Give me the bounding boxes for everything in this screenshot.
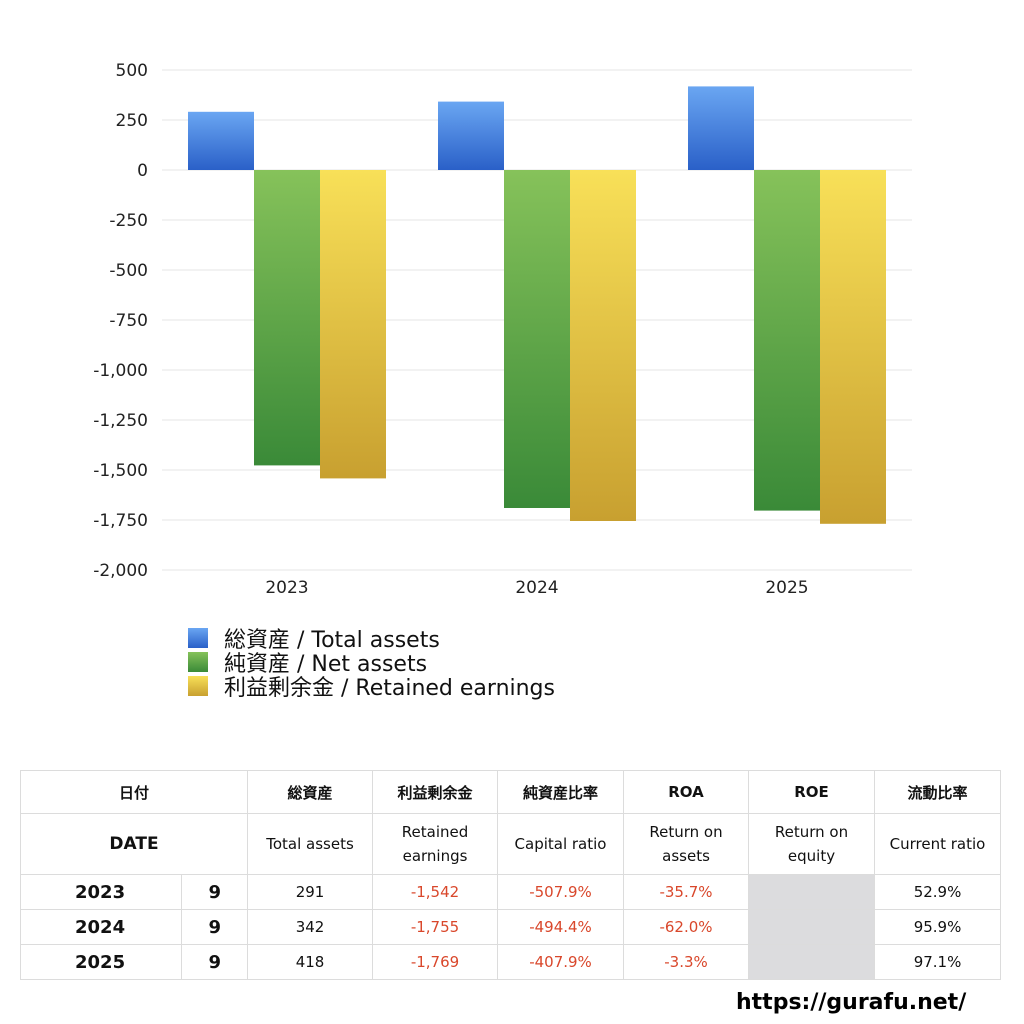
legend-label: 利益剰余金 / Retained earnings: [224, 676, 555, 701]
y-tick-label: -2,000: [93, 561, 148, 581]
cell-roe: [748, 944, 876, 980]
cell-total-assets: 418: [247, 944, 374, 980]
cell-total-assets: 342: [247, 909, 374, 945]
bar-chart: 500 250 0 -250 -500 -750 -1,000 -1,250 -1,500 -1,…: [93, 61, 912, 598]
cell-roa: -35.7%: [623, 874, 750, 910]
header-date-jp: 日付: [19, 770, 249, 814]
bar-total-assets-2023: [188, 111, 254, 170]
cell-total-assets: 291: [247, 874, 374, 910]
site-url[interactable]: https://gurafu.net/: [736, 990, 967, 1015]
header-retained-earnings-jp: 利益剰余金: [372, 770, 499, 814]
cell-month: 9: [180, 909, 249, 945]
cell-current-ratio: 95.9%: [874, 909, 1002, 945]
cell-retained-earnings: -1,755: [372, 909, 499, 945]
cell-roe: [748, 874, 876, 910]
table-row: 2023 9 291 -1,542 -507.9% -35.7% 52.9%: [20, 874, 1002, 910]
header-current-ratio-en: Current ratio: [874, 813, 1002, 875]
y-tick-label: -250: [109, 211, 148, 231]
header-retained-earnings-en: Retained earnings: [372, 813, 499, 875]
cell-month: 9: [180, 874, 249, 910]
legend-item-net-assets: 純資産 / Net assets: [188, 650, 555, 677]
cell-roe: [748, 909, 876, 945]
header-current-ratio-jp: 流動比率: [874, 770, 1002, 814]
header-capital-ratio-en: Capital ratio: [497, 813, 625, 875]
financial-table: 日付 総資産 利益剰余金 純資産比率 ROA ROE 流動比率 DATE Tot…: [19, 770, 1002, 980]
cell-month: 9: [180, 944, 249, 980]
legend: 総資産 / Total assets 純資産 / Net assets 利益剰余…: [188, 626, 555, 701]
cell-retained-earnings: -1,542: [372, 874, 499, 910]
bar-retained-earnings-2025: [820, 170, 886, 524]
header-roe-jp: ROE: [748, 770, 876, 814]
cell-year: 2023: [20, 874, 182, 910]
legend-swatch-green: [188, 652, 208, 672]
legend-item-total-assets: 総資産 / Total assets: [188, 626, 555, 653]
cell-roa: -62.0%: [623, 909, 750, 945]
header-total-assets-en: Total assets: [247, 813, 374, 875]
y-tick-label: 500: [116, 61, 148, 81]
y-tick-label: -500: [109, 261, 148, 281]
cell-retained-earnings: -1,769: [372, 944, 499, 980]
bar-net-assets-2023: [254, 170, 320, 466]
y-tick-label: 250: [116, 111, 148, 131]
y-tick-label: -1,500: [93, 461, 148, 481]
legend-label: 総資産 / Total assets: [224, 628, 440, 653]
x-tick-label: 2025: [765, 578, 808, 598]
legend-swatch-blue: [188, 628, 208, 648]
bar-total-assets-2024: [438, 101, 504, 170]
legend-swatch-yellow: [188, 676, 208, 696]
cell-current-ratio: 52.9%: [874, 874, 1002, 910]
table-header-jp: 日付 総資産 利益剰余金 純資産比率 ROA ROE 流動比率: [19, 770, 1002, 814]
table-row: 2025 9 418 -1,769 -407.9% -3.3% 97.1%: [20, 944, 1002, 980]
legend-item-retained-earnings: 利益剰余金 / Retained earnings: [188, 674, 555, 701]
cell-capital-ratio: -407.9%: [497, 944, 625, 980]
table-row: 2024 9 342 -1,755 -494.4% -62.0% 95.9%: [20, 909, 1002, 945]
table-header-en: DATE Total assets Retained earnings Capi…: [19, 813, 1002, 875]
header-roa-jp: ROA: [623, 770, 750, 814]
y-tick-label: -1,750: [93, 511, 148, 531]
legend-label: 純資産 / Net assets: [224, 652, 428, 677]
bar-retained-earnings-2023: [320, 170, 386, 479]
x-tick-label: 2024: [515, 578, 558, 598]
y-tick-label: -750: [109, 311, 148, 331]
header-roe-en: Return on equity: [748, 813, 876, 875]
bar-total-assets-2025: [688, 86, 754, 170]
cell-year: 2024: [20, 909, 182, 945]
y-tick-label: -1,000: [93, 361, 148, 381]
cell-current-ratio: 97.1%: [874, 944, 1002, 980]
header-roa-en: Return on assets: [623, 813, 750, 875]
x-tick-label: 2023: [265, 578, 308, 598]
header-date-en: DATE: [19, 813, 249, 875]
cell-capital-ratio: -507.9%: [497, 874, 625, 910]
header-capital-ratio-jp: 純資産比率: [497, 770, 625, 814]
y-tick-label: -1,250: [93, 411, 148, 431]
header-total-assets-jp: 総資産: [247, 770, 374, 814]
cell-roa: -3.3%: [623, 944, 750, 980]
cell-year: 2025: [20, 944, 182, 980]
y-tick-label: 0: [137, 161, 148, 181]
bar-net-assets-2024: [504, 170, 570, 508]
cell-capital-ratio: -494.4%: [497, 909, 625, 945]
bar-net-assets-2025: [754, 170, 820, 511]
bar-retained-earnings-2024: [570, 170, 636, 521]
